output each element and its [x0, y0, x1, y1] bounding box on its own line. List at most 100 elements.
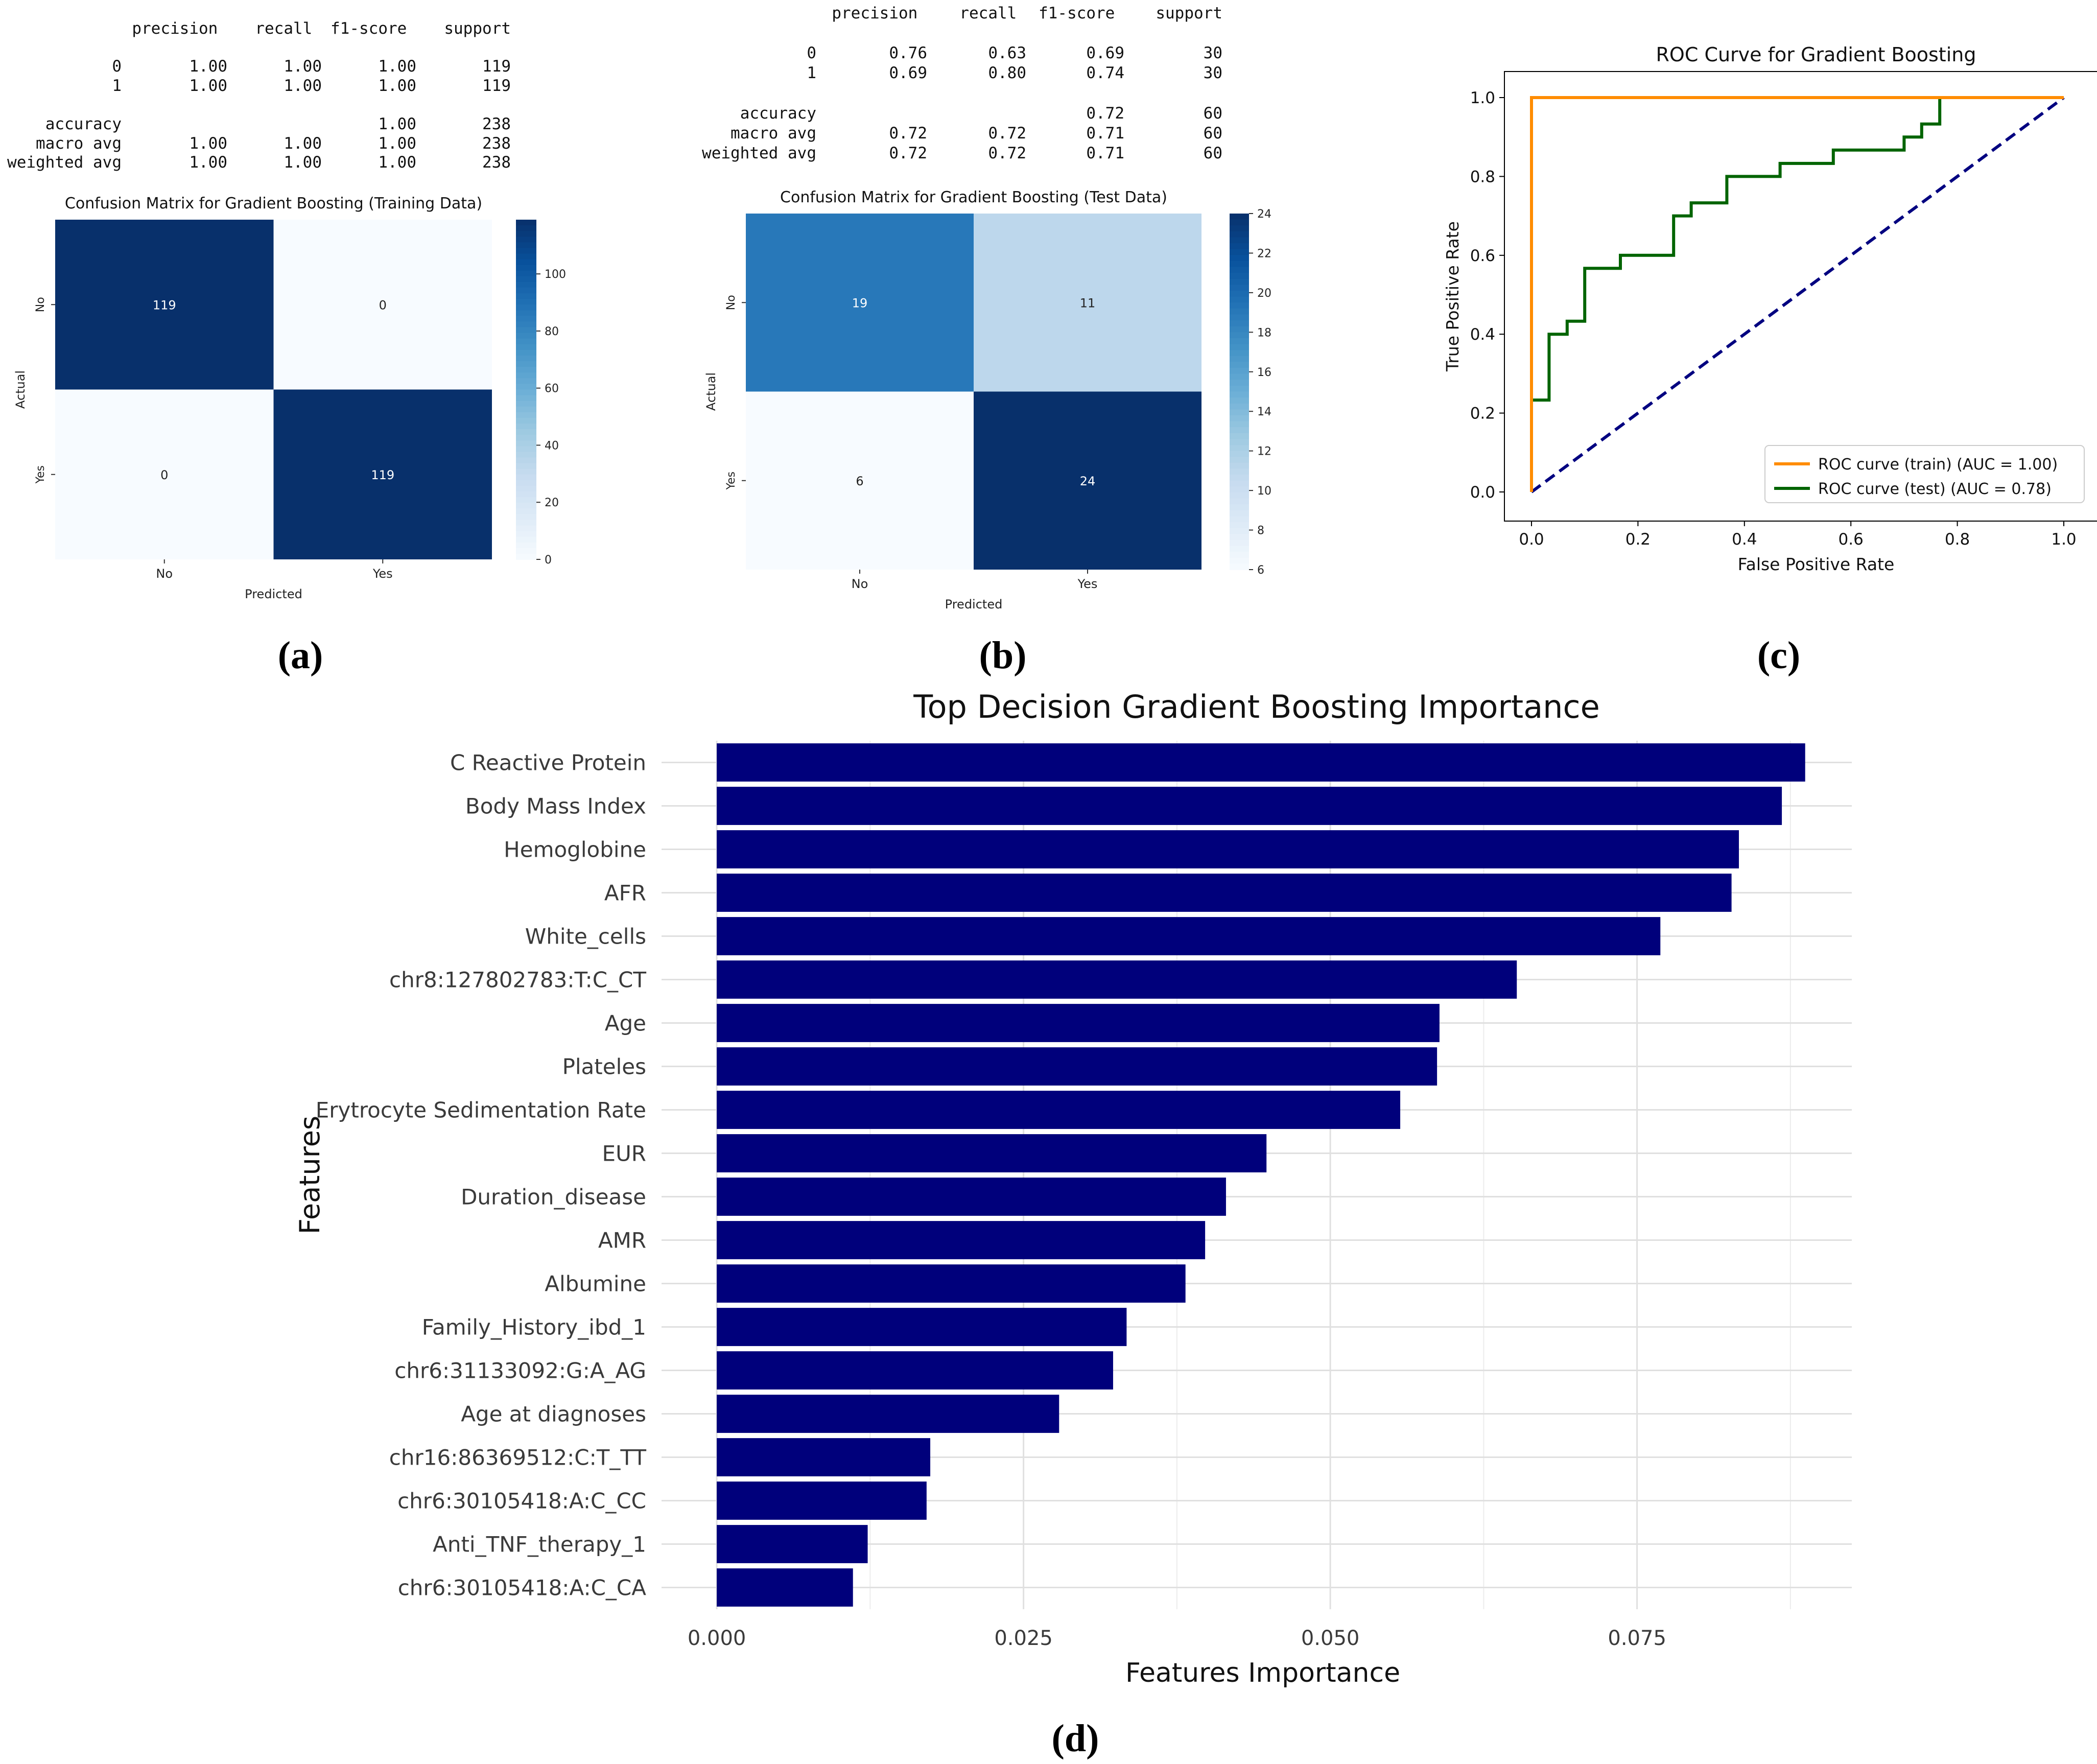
colorbar-segment [1230, 225, 1249, 232]
report-row: accuracy 0.72 60 [740, 104, 1222, 123]
report-cell: 0.72 [889, 144, 927, 162]
confusion-matrix-test: Confusion Matrix for Gradient Boosting (… [704, 189, 1271, 611]
imp-category-label: Plateles [562, 1054, 646, 1079]
cm-xtick-label: No [156, 567, 173, 581]
colorbar-segment [1230, 261, 1249, 268]
cm-cell-value: 11 [1080, 296, 1096, 310]
report-header-support: support [444, 19, 511, 38]
cm-cell [746, 214, 974, 392]
imp-category-label: chr6:30105418:A:C_CC [397, 1489, 646, 1514]
report-row-label: 1 [112, 77, 122, 95]
report-row: weighted avg 0.72 0.72 0.71 60 [702, 144, 1222, 162]
colorbar-segment [516, 503, 536, 509]
report-cell: 0.71 [1086, 124, 1124, 143]
colorbar-segment [1230, 267, 1249, 273]
colorbar-segment [516, 225, 536, 231]
colorbar-segment [1230, 373, 1249, 381]
cm-cell-value: 0 [160, 468, 168, 482]
panel-label-a: (a) [278, 634, 323, 677]
roc-chart: ROC Curve for Gradient Boosting 0.0 0.2 0.4… [1443, 43, 2097, 574]
imp-category-label: White_cells [525, 924, 646, 949]
cm-cell [55, 389, 274, 559]
colorbar-segment [1230, 356, 1249, 363]
roc-ytick-label: 1.0 [1470, 89, 1495, 107]
cm-cell-value: 24 [1080, 474, 1096, 488]
report-cell: 1.00 [378, 57, 416, 76]
cm-xtick-label: Yes [1077, 577, 1098, 591]
imp-category-label: Duration_disease [461, 1185, 646, 1210]
colorbar-segment [516, 333, 536, 339]
report-header-support: support [1156, 4, 1222, 22]
colorbar-segment [516, 463, 536, 469]
imp-bar [717, 1004, 1440, 1042]
colorbar-segment [1230, 380, 1249, 386]
colorbar-segment [516, 389, 536, 396]
report-cell: 0.74 [1086, 64, 1124, 82]
roc-ytick-label: 0.2 [1470, 405, 1495, 423]
imp-title: Top Decision Gradient Boosting Importanc… [913, 688, 1599, 725]
colorbar-tick-label: 40 [545, 439, 559, 452]
report-cell: 1.00 [189, 77, 227, 95]
imp-category-label: AFR [604, 881, 646, 906]
report-row: 1 1.00 1.00 1.00 119 [112, 77, 511, 95]
colorbar-segment [516, 468, 536, 475]
imp-bar [717, 1395, 1059, 1433]
cm-cell-value: 119 [371, 468, 394, 482]
report-row-label: weighted avg [7, 153, 122, 172]
colorbar-segment [1230, 385, 1249, 392]
report-cell: 30 [1204, 64, 1222, 82]
colorbar-segment [1230, 362, 1249, 368]
imp-bar [717, 1481, 927, 1520]
colorbar-segment [1230, 451, 1249, 458]
report-cell: 60 [1204, 124, 1222, 143]
colorbar-segment [516, 378, 536, 385]
imp-category-label: chr16:86369512:C:T_TT [389, 1445, 647, 1470]
colorbar-segment [1230, 546, 1249, 552]
colorbar-segment [1230, 326, 1249, 333]
colorbar-segment [1230, 219, 1249, 226]
colorbar-segment [516, 395, 536, 402]
roc-test-line [1530, 96, 2064, 492]
colorbar-segment [516, 520, 536, 526]
roc-ytick-label: 0.6 [1470, 247, 1495, 265]
colorbar-tick-label: 100 [545, 268, 566, 281]
colorbar-segment [516, 344, 536, 350]
roc-title: ROC Curve for Gradient Boosting [1656, 43, 1976, 66]
report-cell: 1.00 [378, 153, 416, 172]
roc-ylabel: True Positive Rate [1443, 221, 1463, 372]
colorbar-segment [1230, 368, 1249, 374]
report-header-f1: f1-score [1039, 4, 1115, 22]
report-cell: 0.71 [1086, 144, 1124, 162]
colorbar-segment [516, 338, 536, 345]
colorbar-segment [1230, 534, 1249, 540]
imp-bar [717, 830, 1739, 868]
classification-report-train: precision recall f1-score support 0 1.00… [7, 19, 511, 172]
colorbar-segment [516, 231, 536, 238]
colorbar-segment [1230, 433, 1249, 440]
colorbar-tick-label: 16 [1257, 366, 1271, 379]
colorbar-tick-label: 24 [1257, 208, 1271, 221]
colorbar-segment [1230, 237, 1249, 244]
imp-category-label: C Reactive Protein [450, 750, 646, 775]
imp-bar [717, 1091, 1401, 1129]
report-cell: 60 [1204, 144, 1222, 162]
colorbar-segment [1230, 552, 1249, 558]
cm-cell-value: 0 [379, 298, 387, 312]
colorbar-segment [1230, 510, 1249, 517]
report-cell: 30 [1204, 44, 1222, 62]
report-row-label: 0 [112, 57, 122, 76]
colorbar-segment [1230, 332, 1249, 339]
imp-bar [717, 960, 1517, 999]
colorbar-segment [516, 288, 536, 294]
roc-xtick-label: 0.4 [1732, 530, 1757, 549]
colorbar-segment [516, 424, 536, 430]
cm-cell [746, 391, 974, 570]
report-cell: 238 [482, 115, 511, 133]
colorbar-segment [516, 457, 536, 464]
colorbar-segment [1230, 291, 1249, 297]
report-header-f1: f1-score [331, 19, 407, 38]
imp-bar [717, 1525, 868, 1563]
colorbar-segment [1230, 409, 1249, 416]
colorbar-segment [516, 310, 536, 317]
colorbar-tick-label: 20 [545, 497, 559, 509]
